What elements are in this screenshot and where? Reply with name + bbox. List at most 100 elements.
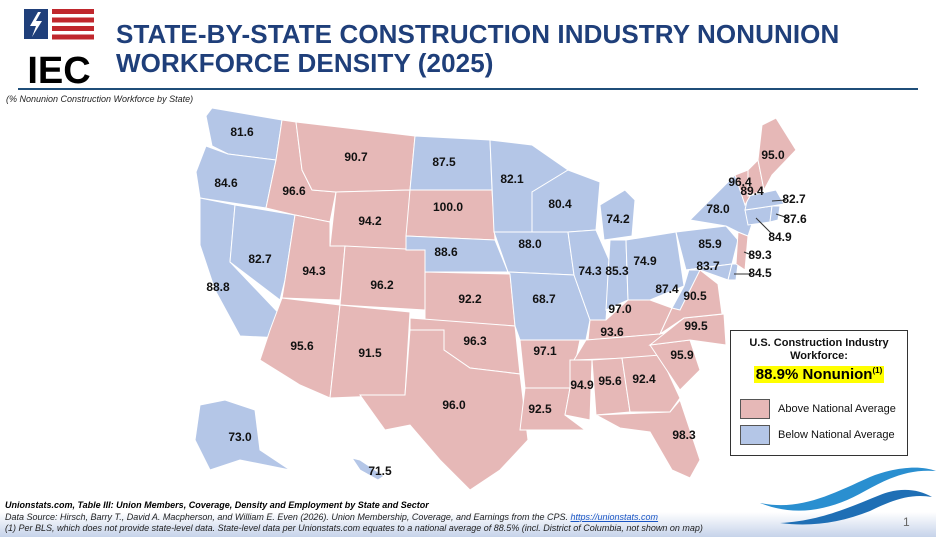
state-label-wy: 94.2 xyxy=(358,214,382,228)
legend-heading: U.S. Construction Industry Workforce: xyxy=(731,337,907,363)
unionstats-link[interactable]: https://unionstats.com xyxy=(570,512,659,522)
state-label-vt: 96.4 xyxy=(728,175,752,189)
footnote: (1) Per BLS, which does not provide stat… xyxy=(5,523,703,533)
state-label-or: 84.6 xyxy=(214,176,238,190)
national-nonunion-value: 88.9% Nonunion(1) xyxy=(753,366,885,383)
state-label-pa: 85.9 xyxy=(698,237,722,251)
state-ri xyxy=(769,205,781,223)
state-label-in: 85.3 xyxy=(605,264,629,278)
state-label-ri: 87.6 xyxy=(783,212,807,226)
legend-swatch-below xyxy=(740,425,770,445)
state-label-ia: 88.0 xyxy=(518,237,542,251)
state-label-nv: 82.7 xyxy=(248,252,272,266)
state-label-ut: 94.3 xyxy=(302,264,326,278)
state-vt xyxy=(734,169,751,207)
state-label-ct: 84.9 xyxy=(768,230,792,244)
state-label-al: 95.6 xyxy=(598,374,622,388)
state-label-sd: 100.0 xyxy=(433,200,463,214)
state-label-ky: 97.0 xyxy=(608,302,632,316)
title-divider xyxy=(18,88,918,90)
state-label-mn: 82.1 xyxy=(500,172,524,186)
page-number: 1 xyxy=(903,515,910,529)
state-nj xyxy=(735,231,749,271)
state-label-me: 95.0 xyxy=(761,148,785,162)
state-label-tx: 96.0 xyxy=(442,398,466,412)
state-nv xyxy=(229,204,296,301)
legend-heading-line1: U.S. Construction Industry xyxy=(749,337,889,349)
state-label-oh: 74.9 xyxy=(633,254,657,268)
state-pa xyxy=(675,225,739,271)
iec-logo: IEC xyxy=(24,9,94,87)
state-label-wi: 80.4 xyxy=(548,197,572,211)
state-label-va: 90.5 xyxy=(683,289,707,303)
state-label-mi: 74.2 xyxy=(606,212,630,226)
state-oh xyxy=(625,231,685,301)
state-label-nd: 87.5 xyxy=(432,155,456,169)
state-label-nc: 99.5 xyxy=(684,319,708,333)
state-label-ms: 94.9 xyxy=(570,378,594,392)
legend-label-below: Below National Average xyxy=(778,429,895,441)
state-label-az: 95.6 xyxy=(290,339,314,353)
page-title: STATE-BY-STATE CONSTRUCTION INDUSTRY NON… xyxy=(116,20,839,78)
state-label-hi: 71.5 xyxy=(368,464,392,478)
state-label-wv: 87.4 xyxy=(655,282,679,296)
leader-line-ma xyxy=(771,199,787,202)
legend-heading-line2: Workforce: xyxy=(790,350,848,362)
leader-line-nj xyxy=(743,251,755,257)
state-hi xyxy=(350,457,385,481)
state-label-ks: 92.2 xyxy=(458,292,482,306)
state-label-id: 96.6 xyxy=(282,184,306,198)
state-label-il: 74.3 xyxy=(578,264,602,278)
state-label-wa: 81.6 xyxy=(230,125,254,139)
footer-band xyxy=(0,512,936,537)
state-label-mt: 90.7 xyxy=(344,150,368,164)
legend-item-below: Below National Average xyxy=(740,425,895,445)
state-label-nm: 91.5 xyxy=(358,346,382,360)
state-label-md: 83.7 xyxy=(696,259,720,273)
state-label-co: 96.2 xyxy=(370,278,394,292)
map-subtitle: (% Nonunion Construction Workforce by St… xyxy=(6,94,194,104)
state-label-de: 84.5 xyxy=(748,266,772,280)
legend-swatch-above xyxy=(740,399,770,419)
wave-swoosh-icon xyxy=(760,467,936,525)
state-label-nj: 89.3 xyxy=(748,248,772,262)
state-nc xyxy=(648,313,727,346)
state-label-nh: 89.4 xyxy=(740,184,764,198)
data-source: Data Source: Hirsch, Barry T., David A. … xyxy=(5,512,658,522)
state-sd xyxy=(405,189,496,241)
title-line-2: WORKFORCE DENSITY (2025) xyxy=(116,48,494,78)
state-label-ar: 97.1 xyxy=(533,344,557,358)
legend-label-above: Above National Average xyxy=(778,403,896,415)
state-ms xyxy=(564,359,593,421)
state-label-sc: 95.9 xyxy=(670,348,694,362)
state-label-tn: 93.6 xyxy=(600,325,624,339)
state-label-ga: 92.4 xyxy=(632,372,656,386)
logo-text: IEC xyxy=(27,50,90,87)
state-ak xyxy=(194,399,291,471)
headline-footnote: (1) xyxy=(872,366,883,375)
state-la xyxy=(519,387,587,431)
state-label-ca: 88.8 xyxy=(206,280,230,294)
state-fl xyxy=(594,398,701,479)
headline-value: 88.9% Nonunion xyxy=(755,366,873,383)
data-source-text: Data Source: Hirsch, Barry T., David A. … xyxy=(5,512,568,522)
leader-line-ct xyxy=(755,217,773,235)
title-line-1: STATE-BY-STATE CONSTRUCTION INDUSTRY NON… xyxy=(116,19,840,49)
state-mi xyxy=(599,189,636,241)
state-ga xyxy=(621,354,681,413)
source-title: Unionstats.com, Table III: Union Members… xyxy=(5,500,429,510)
state-label-ny: 78.0 xyxy=(706,202,730,216)
state-ma xyxy=(744,189,785,211)
state-label-ne: 88.6 xyxy=(434,245,458,259)
state-label-ok: 96.3 xyxy=(463,334,487,348)
state-label-ma: 82.7 xyxy=(782,192,806,206)
state-label-fl: 98.3 xyxy=(672,428,696,442)
leader-line-ri xyxy=(775,213,789,219)
state-label-la: 92.5 xyxy=(528,402,552,416)
state-tx xyxy=(359,329,529,491)
state-label-ak: 73.0 xyxy=(228,430,252,444)
legend-box: U.S. Construction Industry Workforce: 88… xyxy=(730,330,908,456)
state-label-mo: 68.7 xyxy=(532,292,556,306)
lightning-bolt-icon xyxy=(30,12,42,37)
